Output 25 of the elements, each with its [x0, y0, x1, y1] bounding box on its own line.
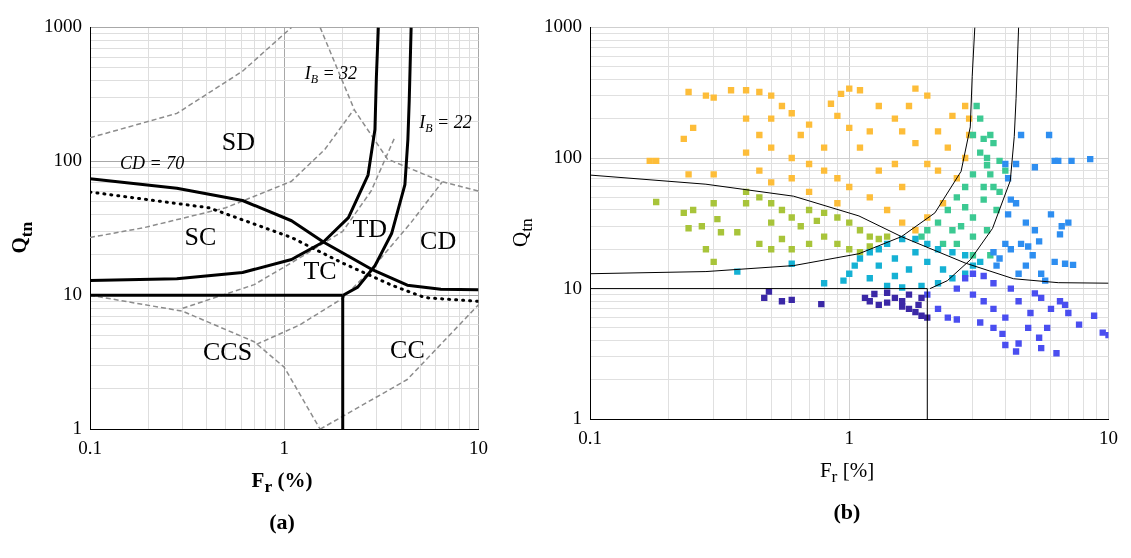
annotation: CCS	[202, 337, 253, 367]
text: (a)	[268, 509, 295, 536]
y-tick-label: 100	[553, 145, 582, 167]
annotation: CD	[420, 225, 457, 255]
x-tick-label: 0.1	[78, 436, 102, 458]
y-tick-label: 1000	[44, 15, 82, 37]
annotation: SD	[221, 126, 256, 156]
y-tick-label: 10	[563, 276, 582, 298]
annotation: CC	[390, 335, 425, 365]
x-tick-label: 1	[844, 426, 854, 448]
x-axis-title: F$_{r}$ [%]	[818, 458, 875, 488]
y-tick-label: 1	[572, 407, 582, 429]
y-tick-label: 100	[53, 149, 82, 171]
x-axis-title: F$_{r}$ (%)	[250, 468, 313, 498]
annotation: TD	[352, 214, 388, 244]
annotation: CD = 70	[120, 152, 185, 173]
annotation: SC	[184, 222, 217, 252]
x-tick-label: 1	[279, 436, 289, 458]
text: (b)	[832, 499, 861, 526]
x-tick-label: 0.1	[578, 426, 602, 448]
y-tick-label: 10	[63, 283, 82, 305]
x-tick-label: 10	[469, 436, 488, 458]
y-tick-label: 1000	[544, 15, 582, 37]
x-tick-label: 10	[1099, 426, 1118, 448]
annotation: TC	[303, 256, 337, 286]
